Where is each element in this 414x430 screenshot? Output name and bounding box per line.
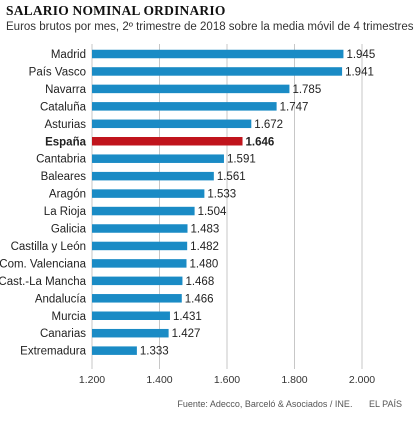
bar-cantabria (92, 154, 224, 163)
chart-footer: Fuente: Adecco, Barceló & Asociados / IN… (177, 399, 402, 409)
bar-la-rioja (92, 206, 195, 216)
bar-espana (92, 137, 243, 146)
category-label: Madrid (51, 49, 86, 61)
value-label: 1.468 (185, 276, 214, 288)
x-tick-label: 1.200 (79, 374, 105, 386)
bar-andalucia (92, 294, 182, 303)
value-label: 1.591 (227, 154, 256, 166)
value-label: 1.480 (190, 258, 219, 270)
brand-logo-text: EL PAÍS (368, 399, 402, 409)
bar-asturias (92, 119, 252, 129)
value-label: 1.941 (345, 66, 374, 78)
x-tick-label: 1.800 (281, 374, 307, 386)
x-tick-label: 1.400 (146, 374, 172, 386)
category-label: Canarias (40, 328, 86, 340)
bar-extremadura (92, 346, 137, 355)
value-label: 1.333 (140, 346, 169, 358)
value-label: 1.483 (191, 224, 220, 236)
bar-cast-la-mancha (92, 276, 183, 286)
category-label: Cantabria (36, 154, 86, 166)
value-label: 1.431 (173, 311, 202, 323)
category-label: Cast.-La Mancha (0, 276, 87, 288)
bar-aragon (92, 189, 205, 198)
category-label: Com. Valenciana (0, 258, 87, 270)
bar-pais-vasco (92, 67, 343, 76)
value-label: 1.504 (198, 206, 227, 218)
source-note: Fuente: Adecco, Barceló & Asociados / IN… (177, 399, 353, 409)
value-label: 1.427 (172, 328, 201, 340)
value-label: 1.785 (292, 84, 321, 96)
category-label: País Vasco (29, 66, 86, 78)
bar-murcia (92, 311, 170, 320)
value-label: 1.561 (217, 171, 246, 183)
category-label: Extremadura (20, 346, 86, 358)
category-label: Navarra (45, 84, 87, 96)
bar-navarra (92, 84, 290, 94)
value-label: 1.672 (254, 119, 283, 131)
value-label: 1.945 (346, 49, 375, 61)
value-label: 1.533 (207, 189, 236, 201)
bar-baleares (92, 171, 214, 181)
category-label: Cataluña (40, 101, 87, 113)
category-label: Castilla y León (11, 241, 86, 253)
category-label: Baleares (41, 171, 87, 183)
category-label: España (45, 136, 87, 148)
category-label: Murcia (51, 311, 86, 323)
bar-madrid (92, 49, 344, 59)
bar-castilla-y-leon (92, 241, 188, 251)
category-label: Andalucía (35, 293, 87, 305)
x-tick-label: 1.600 (214, 374, 240, 386)
bar-com-valenciana (92, 259, 187, 268)
bar-canarias (92, 328, 169, 338)
category-label: Asturias (44, 119, 86, 131)
value-label: 1.466 (185, 293, 214, 305)
bar-cataluna (92, 102, 277, 111)
value-label: 1.646 (246, 136, 275, 148)
category-label: La Rioja (44, 206, 87, 218)
value-label: 1.482 (190, 241, 219, 253)
chart-subtitle: Euros brutos por mes, 2º trimestre de 20… (6, 21, 414, 33)
category-label: Aragón (49, 189, 86, 201)
category-label: Galicia (51, 224, 87, 236)
bar-galicia (92, 224, 188, 233)
chart-title: SALARIO NOMINAL ORDINARIO (6, 3, 226, 18)
value-label: 1.747 (280, 101, 309, 113)
x-tick-label: 2.000 (349, 374, 375, 386)
